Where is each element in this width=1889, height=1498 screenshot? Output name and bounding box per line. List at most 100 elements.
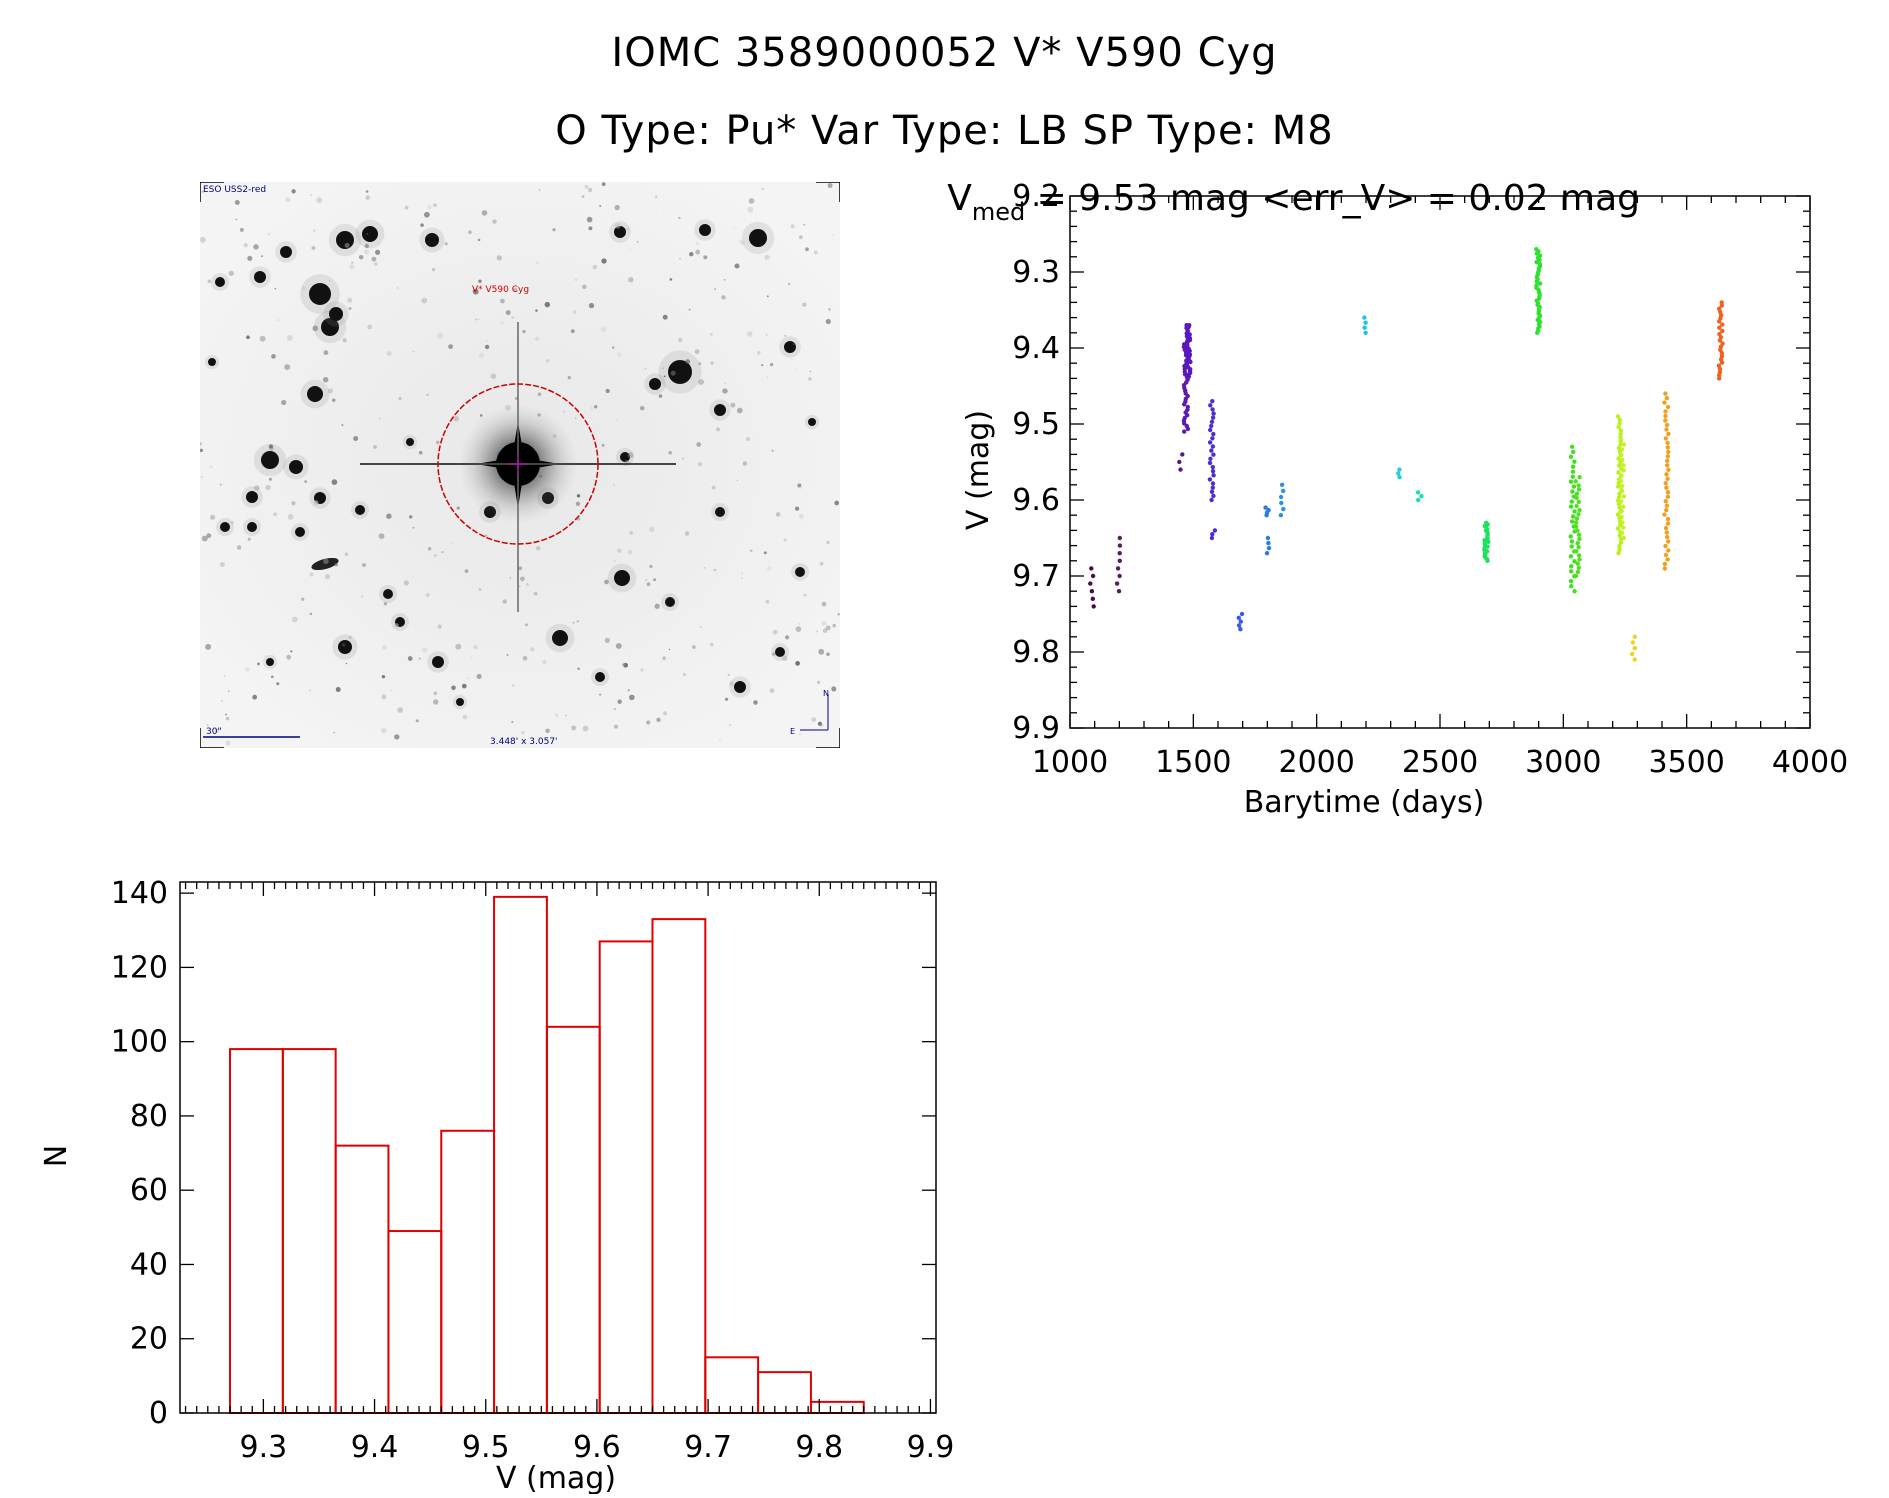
light-curve-point [1535,330,1540,335]
light-curve-point [1362,315,1367,320]
sky-star [329,307,343,321]
sky-image: ESO USS2-red V* V590 Cyg 30" 3.448' x 3.… [198,181,841,749]
light-curve-point [1616,456,1621,461]
light-curve-point [1717,373,1722,378]
light-curve-point [1534,279,1539,284]
light-curve-point [1664,395,1670,401]
light-curve-point [1619,473,1624,478]
light-curve-point [1573,573,1579,579]
light-curve-point [1209,489,1215,494]
light-curve-point [1115,566,1121,571]
light-curve-point [1575,561,1580,566]
light-curve-point [1211,473,1216,478]
survey-label: ESO USS2-red [203,185,266,195]
light-curve-point [1664,422,1670,428]
light-curve-point [1569,584,1574,589]
light-curve-point [1397,467,1402,472]
light-curve-point [1090,596,1095,601]
light-curve-point [1239,611,1245,617]
sky-star [307,386,323,402]
histogram-chart: 9.3 9.4 9.5 9.6 9.7 9.8 9.9020406080100120140 … [39,876,954,1496]
light-curve-point [1719,360,1725,365]
light-curve-point [1185,376,1190,381]
sky-star [425,233,439,247]
sky-star [665,597,675,607]
histogram-xtick-label: 9.6 [573,1430,621,1465]
light-curve-point [1534,259,1539,265]
light-curve-point [1419,494,1424,499]
histogram-ytick-label: 120 [111,950,168,985]
target-label: V* V590 Cyg [472,285,529,295]
light-curve-point [1182,402,1187,407]
histogram-bar [229,1048,284,1414]
light-curve-point [1569,564,1574,569]
light-curve-point [1665,534,1670,540]
light-curve-xtick-label: 2000 [1278,745,1354,780]
light-curve-point [1719,303,1724,308]
light-curve-point [1573,479,1578,484]
fov-label: 3.448' x 3.057' [490,737,558,747]
scale-label: 30" [206,727,222,737]
chart-title-line-1: IOMC 3589000052 V* V590 Cyg [611,30,1278,76]
light-curve-point [1618,452,1623,457]
histogram-xtick-label: 9.7 [684,1430,732,1465]
sky-star [215,277,225,287]
light-curve-point [1663,481,1668,486]
sky-star [266,658,274,666]
light-curve-point [1238,619,1243,624]
sky-star [668,360,692,384]
light-curve-point [1362,325,1367,330]
histogram-bar [440,1129,496,1414]
light-curve-point [1619,489,1625,494]
light-curve-point [1664,530,1669,535]
light-curve-point [1619,447,1625,452]
light-curve-point [1396,471,1401,476]
sky-star [208,358,216,366]
sky-star [362,226,378,242]
light-curve-point [1666,548,1671,553]
sky-star [338,640,352,654]
light-curve-point [1569,569,1574,574]
sky-star [795,567,805,577]
sky-star [595,672,605,682]
light-curve-point [1621,525,1626,530]
histogram-bar [281,1048,337,1414]
light-curve-xtick-label: 3000 [1525,745,1601,780]
light-curve-point [1663,499,1668,504]
light-curve-point [1616,551,1621,556]
sky-star [614,226,626,238]
light-curve-point [1088,581,1093,586]
light-curve-point [1210,444,1216,449]
sky-star [254,271,266,283]
light-curve-point [1114,581,1120,586]
light-curve-point [1632,657,1637,662]
light-curve-point [1415,490,1421,495]
light-curve-point [1264,513,1269,518]
light-curve-point [1616,494,1622,500]
light-curve-point [1570,469,1576,474]
light-curve-point [1210,407,1215,412]
histogram-xtick-label: 9.4 [351,1430,399,1465]
light-curve-point [1185,426,1191,432]
light-curve-point [1236,623,1242,628]
light-curve-point [1665,458,1670,463]
sky-star [261,451,279,469]
light-curve-point [1210,415,1216,420]
light-curve-point [1482,538,1487,543]
light-curve-point [1266,545,1272,551]
light-curve-point [1568,504,1574,509]
light-curve-ylabel: V (mag) [961,410,996,530]
light-curve-point [1663,413,1668,419]
light-curve-point [1665,463,1670,468]
light-curve-point [1719,350,1725,356]
light-curve-title: Vmed = 9.53 mag <err_V> = 0.02 mag [947,178,1640,226]
sky-star [808,418,816,426]
sky-galaxy [311,557,339,571]
light-curve-point [1617,417,1622,423]
light-curve-point [1236,615,1241,620]
sky-star [715,507,725,517]
light-curve-point [1663,418,1668,423]
light-curve-point [1180,452,1185,457]
light-curve-point [1618,431,1623,437]
light-curve-point [1665,521,1671,526]
